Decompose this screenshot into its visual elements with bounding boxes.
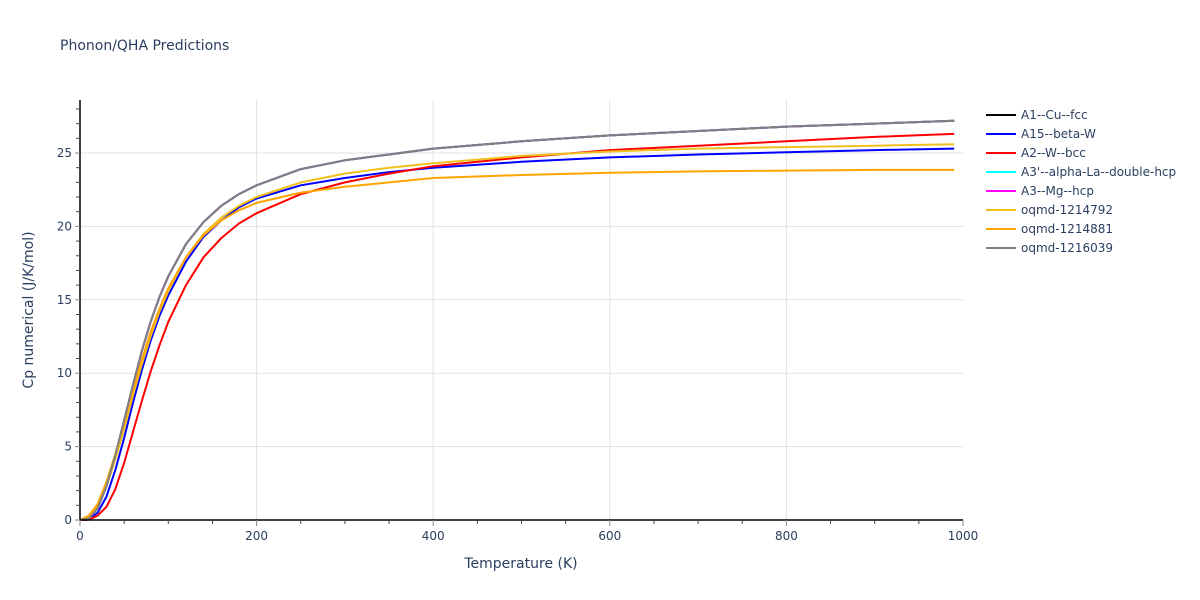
plot-area[interactable]	[79, 119, 955, 521]
legend-item[interactable]: A1--Cu--fcc	[986, 108, 1088, 122]
chart-title: Phonon/QHA Predictions	[60, 38, 229, 54]
x-tick-label: 400	[422, 529, 445, 543]
legend-item[interactable]: A3--Mg--hcp	[986, 184, 1094, 198]
x-tick-label: 200	[245, 529, 268, 543]
legend-label: oqmd-1214792	[1021, 203, 1113, 217]
x-axis-title: Temperature (K)	[463, 556, 577, 572]
series-line-0[interactable]	[79, 119, 955, 521]
legend-item[interactable]: oqmd-1214881	[986, 222, 1113, 236]
x-tick-label: 800	[775, 529, 798, 543]
x-tick-label: 0	[76, 529, 84, 543]
series-line-3[interactable]	[79, 119, 955, 521]
y-tick-label: 15	[57, 293, 72, 307]
legend-item[interactable]: oqmd-1214792	[986, 203, 1113, 217]
grid	[80, 100, 963, 520]
legend-label: A15--beta-W	[1021, 127, 1096, 141]
series-line-7[interactable]	[79, 119, 955, 521]
x-tick-label: 1000	[948, 529, 979, 543]
series-line-2[interactable]	[79, 132, 955, 521]
legend-label: A3'--alpha-La--double-hcp	[1021, 165, 1176, 179]
y-tick-label: 5	[64, 440, 72, 454]
series-line-4[interactable]	[79, 119, 955, 521]
y-tick-label: 25	[57, 146, 72, 160]
legend-label: oqmd-1214881	[1021, 222, 1113, 236]
legend-label: A2--W--bcc	[1021, 146, 1086, 160]
legend-item[interactable]: A3'--alpha-La--double-hcp	[986, 165, 1176, 179]
y-tick-label: 0	[64, 513, 72, 527]
y-tick-label: 20	[57, 219, 72, 233]
legend-item[interactable]: oqmd-1216039	[986, 241, 1113, 255]
axes: 0 5 10 15 20 25 0 200 400 600 800 1000	[57, 100, 979, 543]
series-line-1[interactable]	[79, 147, 955, 521]
legend-label: A3--Mg--hcp	[1021, 184, 1094, 198]
series-line-5[interactable]	[79, 143, 955, 521]
legend[interactable]: A1--Cu--fcc A15--beta-W A2--W--bcc A3'--alp…	[986, 108, 1176, 255]
x-tick-label: 600	[598, 529, 621, 543]
y-axis-title: Cp numerical (J/K/mol)	[21, 231, 37, 388]
legend-label: oqmd-1216039	[1021, 241, 1113, 255]
legend-item[interactable]: A15--beta-W	[986, 127, 1096, 141]
y-tick-label: 10	[57, 366, 72, 380]
legend-label: A1--Cu--fcc	[1021, 108, 1088, 122]
legend-item[interactable]: A2--W--bcc	[986, 146, 1086, 160]
series-line-6[interactable]	[79, 168, 955, 521]
